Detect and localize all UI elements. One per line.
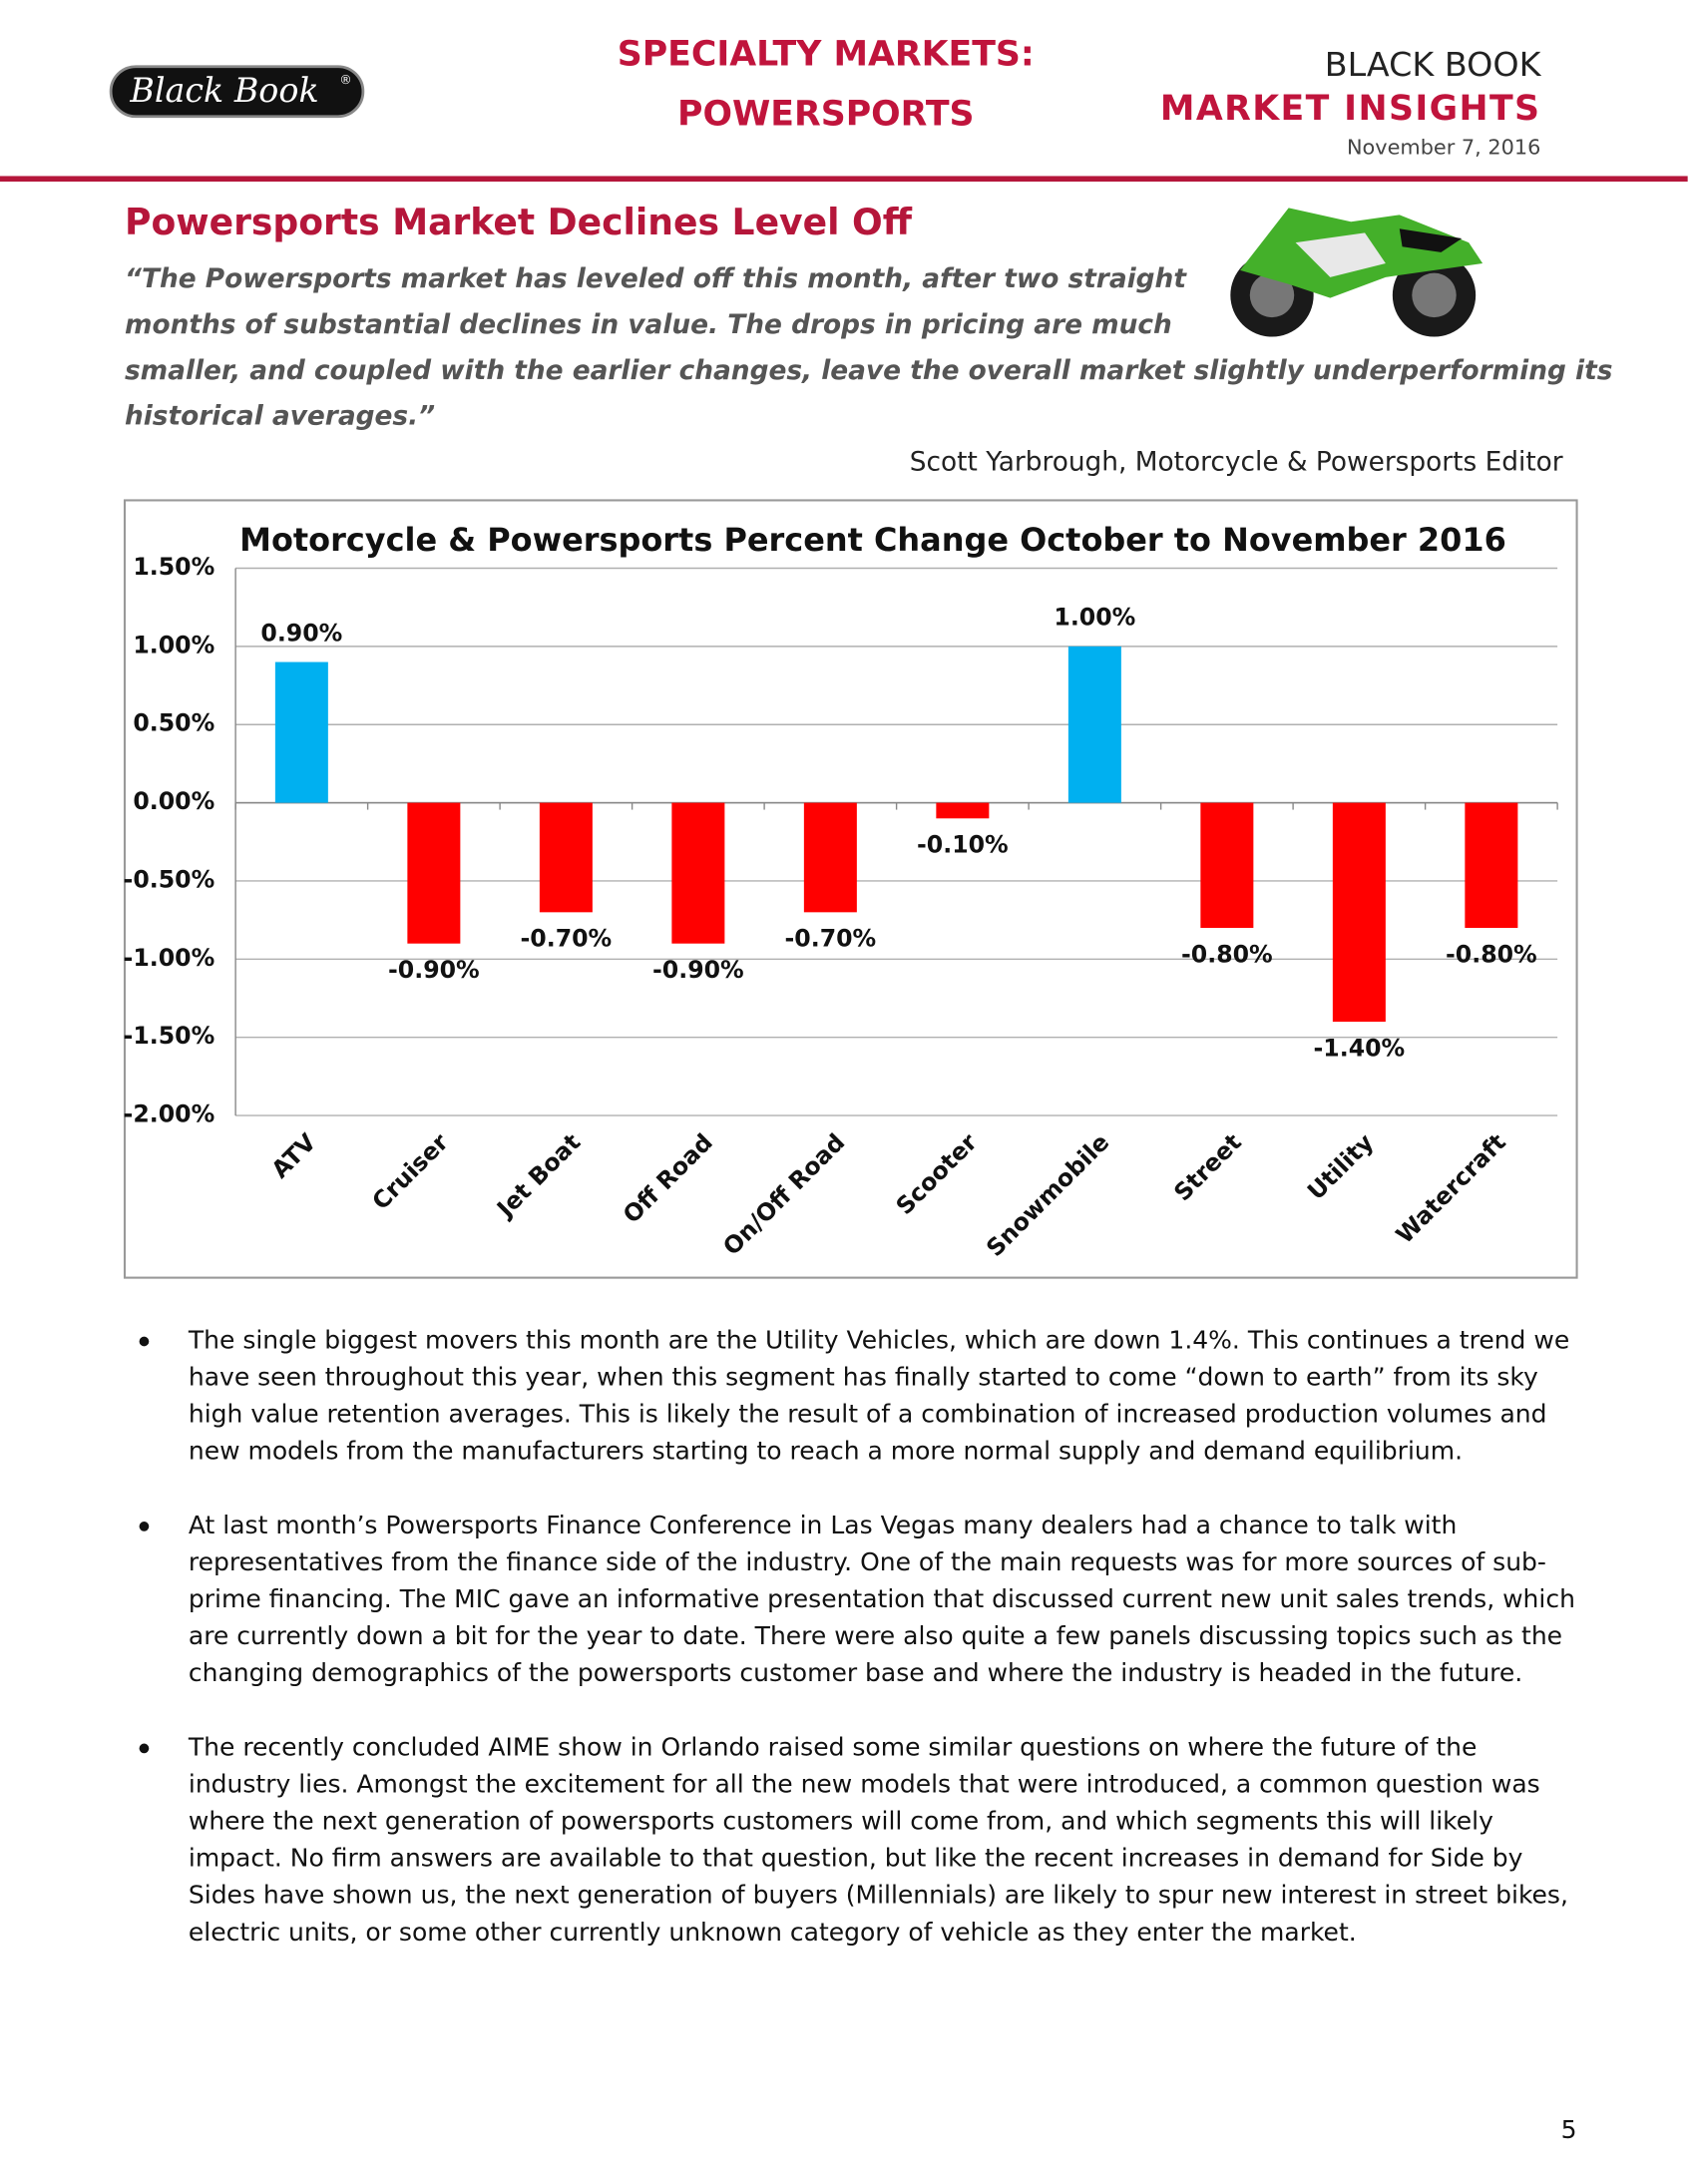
y-tick-label: -2.00% bbox=[124, 1100, 215, 1128]
bullet-line: changing demographics of the powersports… bbox=[189, 1658, 1522, 1687]
data-label: 1.00% bbox=[1054, 604, 1135, 632]
bullet-line: where the next generation of powersports… bbox=[189, 1807, 1493, 1836]
logo: Black Book ® bbox=[109, 65, 365, 119]
data-label: -0.90% bbox=[388, 956, 480, 984]
headline: Powersports Market Declines Level Off bbox=[125, 201, 913, 243]
page-number: 5 bbox=[1561, 2115, 1577, 2144]
quote: “The Powersports market has leveled off … bbox=[125, 264, 1612, 432]
bullet-dot bbox=[139, 1743, 150, 1754]
chart-title: Motorcycle & Powersports Percent Change … bbox=[239, 521, 1506, 559]
bullet-line: industry lies. Amongst the excitement fo… bbox=[189, 1770, 1540, 1799]
brand: BLACK BOOK bbox=[1325, 45, 1542, 84]
logo-text: Black Book bbox=[129, 71, 318, 110]
bar bbox=[1067, 646, 1121, 803]
bar bbox=[1465, 802, 1518, 929]
data-label: -1.40% bbox=[1314, 1034, 1406, 1062]
bullet-line: new models from the manufacturers starti… bbox=[189, 1437, 1463, 1466]
logo-mark: ® bbox=[339, 72, 352, 87]
y-tick-label: -0.50% bbox=[124, 865, 215, 893]
fairing-panel bbox=[1295, 232, 1386, 277]
bullet-line: representatives from the finance side of… bbox=[189, 1547, 1546, 1576]
bar bbox=[936, 802, 990, 819]
bar bbox=[1332, 802, 1386, 1023]
section-title: SPECIALTY MARKETS: bbox=[618, 35, 1035, 75]
logo-badge bbox=[109, 65, 365, 119]
brand-sub: MARKET INSIGHTS bbox=[1160, 89, 1541, 129]
quote-line: smaller, and coupled with the earlier ch… bbox=[125, 356, 1612, 386]
header-rule bbox=[0, 176, 1688, 182]
bullet-line: are currently down a bit for the year to… bbox=[189, 1621, 1562, 1650]
data-label: -0.10% bbox=[917, 831, 1009, 859]
wheel-hub bbox=[1249, 272, 1295, 318]
bullet-line: electric units, or some other currently … bbox=[189, 1918, 1357, 1947]
data-label: -0.80% bbox=[1181, 940, 1273, 968]
motorcycle-image bbox=[1230, 208, 1484, 337]
quote-line: “The Powersports market has leveled off … bbox=[125, 264, 1187, 294]
y-tick-label: 1.50% bbox=[133, 553, 214, 581]
y-tick-label: 1.00% bbox=[133, 631, 214, 658]
data-label: 0.90% bbox=[260, 619, 342, 647]
data-label: -0.90% bbox=[652, 956, 744, 984]
bar bbox=[274, 661, 328, 803]
bar bbox=[803, 802, 857, 913]
bullet-line: The recently concluded AIME show in Orla… bbox=[188, 1732, 1477, 1761]
bar bbox=[1200, 802, 1254, 929]
bullet-list: The single biggest movers this month are… bbox=[139, 1326, 1575, 1947]
data-label: -0.80% bbox=[1446, 940, 1537, 968]
bullet-dot bbox=[139, 1522, 150, 1531]
bullet-line: impact. No firm answers are available to… bbox=[189, 1844, 1523, 1873]
date: November 7, 2016 bbox=[1347, 136, 1540, 160]
bullet-line: The single biggest movers this month are… bbox=[188, 1326, 1569, 1355]
bar bbox=[671, 802, 725, 944]
y-tick-label: 0.00% bbox=[133, 787, 214, 815]
bullet-line: At last month’s Powersports Finance Conf… bbox=[189, 1511, 1457, 1539]
bullet-dot bbox=[139, 1336, 150, 1347]
attribution: Scott Yarbrough, Motorcycle & Powersport… bbox=[910, 447, 1563, 477]
y-tick-label: 0.50% bbox=[133, 709, 214, 737]
bar bbox=[407, 802, 461, 944]
y-tick-label: -1.00% bbox=[124, 944, 215, 972]
bullet-line: have seen throughout this year, when thi… bbox=[189, 1363, 1538, 1392]
data-label: -0.70% bbox=[785, 925, 877, 953]
bar bbox=[539, 802, 593, 913]
bullet-line: prime financing. The MIC gave an informa… bbox=[189, 1584, 1575, 1613]
section-title: POWERSPORTS bbox=[677, 94, 975, 134]
data-label: -0.70% bbox=[521, 925, 613, 953]
seat bbox=[1399, 228, 1463, 252]
quote-line: historical averages.” bbox=[125, 402, 435, 432]
bullet-line: Sides have shown us, the next generation… bbox=[189, 1881, 1568, 1910]
quote-line: months of substantial declines in value.… bbox=[125, 310, 1172, 340]
bullet-line: high value retention averages. This is l… bbox=[189, 1400, 1547, 1429]
y-tick-label: -1.50% bbox=[124, 1022, 215, 1050]
wheel-hub bbox=[1412, 272, 1457, 318]
